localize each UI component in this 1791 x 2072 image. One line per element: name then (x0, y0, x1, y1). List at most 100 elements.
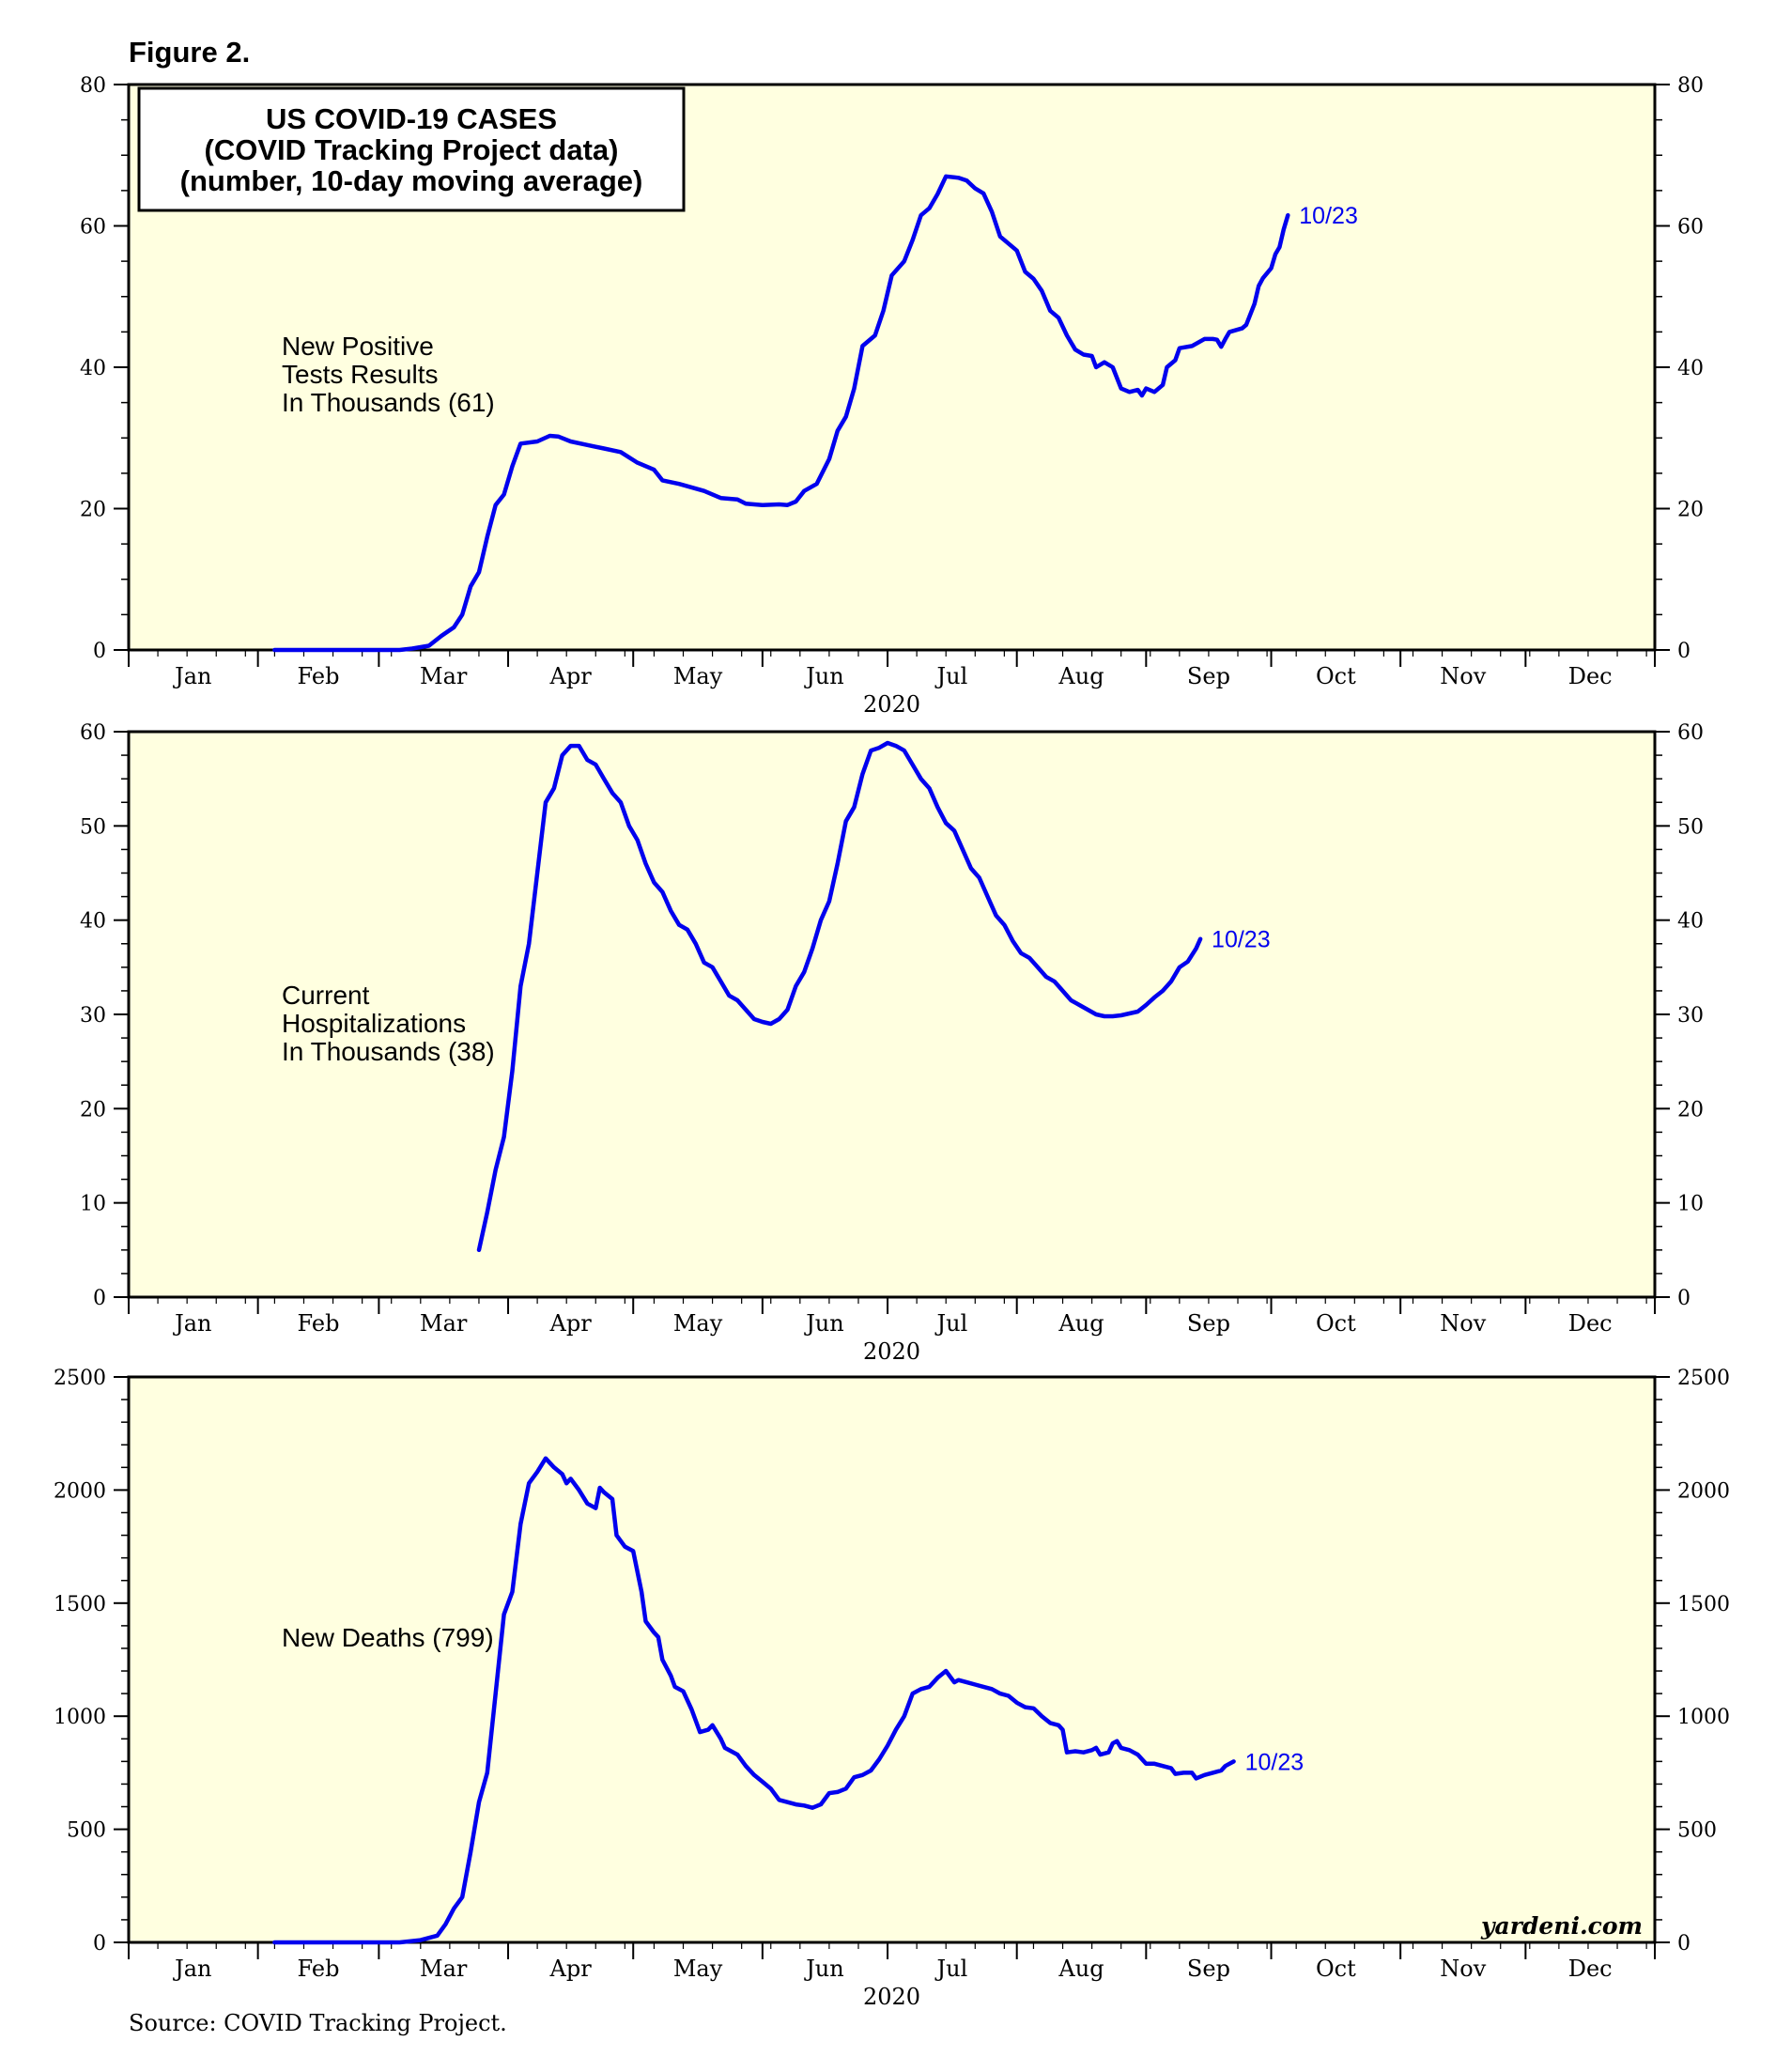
x-month-label: Sep (1187, 1956, 1230, 1982)
deaths-series-line (272, 1456, 1236, 1945)
cases-title: US COVID-19 CASES (266, 102, 557, 135)
y-tick-label-left: 0 (93, 1932, 106, 1956)
y-tick-label-right: 80 (1677, 74, 1704, 98)
x-month-label: Feb (298, 1310, 340, 1337)
y-tick-label-left: 50 (80, 815, 106, 839)
deaths-axes: 0 0 500 500 1000 1000 1500 1500 2000 2000 2500 2500… (54, 1367, 1730, 2010)
x-month-label: Jan (172, 1956, 211, 1982)
x-month-label: Oct (1316, 1310, 1356, 1337)
y-tick-label-left: 1000 (54, 1706, 106, 1729)
deaths-end-label: 10/23 (1245, 1749, 1305, 1775)
y-tick-label-left: 1500 (54, 1593, 106, 1616)
x-month-label: Jun (803, 1310, 844, 1337)
hospitalizations-plot-area (127, 730, 1657, 1299)
x-month-label: Jul (934, 1956, 967, 1982)
y-tick-label-left: 10 (80, 1193, 106, 1216)
y-tick-label-right: 0 (1677, 1287, 1691, 1310)
x-month-label: Feb (298, 1956, 340, 1982)
cases-subtitle-1: (COVID Tracking Project data) (205, 133, 619, 166)
x-month-label: Mar (420, 1310, 468, 1337)
figure-label: Figure 2. (129, 36, 250, 69)
deaths-chart: 0 0 500 500 1000 1000 1500 1500 2000 2000 2500 2500… (54, 1367, 1730, 2010)
hospitalizations-series-line (476, 740, 1203, 1253)
y-tick-label-right: 60 (1677, 721, 1704, 745)
x-month-label: Mar (420, 663, 468, 689)
y-tick-label-left: 20 (80, 499, 106, 522)
y-tick-label-right: 40 (1677, 357, 1704, 380)
x-month-label: Aug (1058, 663, 1104, 689)
x-month-label: May (673, 663, 723, 689)
y-tick-label-left: 20 (80, 1098, 106, 1121)
cases-series-line (272, 174, 1290, 653)
x-month-label: Jul (934, 663, 967, 689)
x-month-label: Oct (1316, 1956, 1356, 1982)
x-month-label: Aug (1058, 1956, 1104, 1982)
x-month-label: Nov (1440, 1310, 1486, 1337)
y-tick-label-right: 10 (1677, 1193, 1704, 1216)
y-tick-label-left: 40 (80, 357, 106, 380)
y-tick-label-right: 60 (1677, 216, 1704, 240)
y-tick-label-right: 500 (1677, 1819, 1717, 1843)
x-month-label: Jan (172, 663, 211, 689)
y-tick-label-right: 30 (1677, 1004, 1704, 1028)
y-tick-label-right: 2500 (1677, 1367, 1730, 1390)
x-axis-year-label: 2020 (863, 1984, 920, 2010)
cases-end-label: 10/23 (1299, 203, 1358, 229)
y-tick-label-left: 2000 (54, 1479, 106, 1503)
source-note: Source: COVID Tracking Project. (129, 2010, 507, 2036)
x-month-label: Apr (549, 663, 593, 689)
x-month-label: Apr (549, 1310, 593, 1337)
y-tick-label-right: 40 (1677, 910, 1704, 934)
x-month-label: Jan (172, 1310, 211, 1337)
deaths-plot-area (127, 1375, 1657, 1944)
y-tick-label-left: 0 (93, 1287, 106, 1310)
y-tick-label-left: 60 (80, 216, 106, 240)
y-tick-label-right: 1000 (1677, 1706, 1730, 1729)
x-month-label: Jun (803, 1956, 844, 1982)
x-month-label: Oct (1316, 663, 1356, 689)
x-month-label: Dec (1568, 1310, 1613, 1337)
yardeni-watermark: yardeni.com (1480, 1912, 1643, 1940)
y-tick-label-right: 0 (1677, 640, 1691, 663)
y-tick-label-left: 0 (93, 640, 106, 663)
y-tick-label-right: 20 (1677, 499, 1704, 522)
y-tick-label-right: 20 (1677, 1098, 1704, 1121)
hospitalizations-series-label-line-2: Hospitalizations (282, 1009, 466, 1038)
y-tick-label-right: 1500 (1677, 1593, 1730, 1616)
x-axis-year-label: 2020 (863, 691, 920, 718)
y-tick-label-right: 50 (1677, 815, 1704, 839)
y-tick-label-left: 60 (80, 721, 106, 745)
hospitalizations-series-label-line-1: Current (282, 981, 370, 1010)
x-month-label: Aug (1058, 1310, 1104, 1337)
x-axis-year-label: 2020 (863, 1338, 920, 1365)
y-tick-label-left: 80 (80, 74, 106, 98)
x-month-label: Nov (1440, 663, 1486, 689)
x-month-label: Jun (803, 663, 844, 689)
cases-title-box (137, 86, 686, 212)
hospitalizations-end-label: 10/23 (1212, 927, 1271, 953)
x-month-label: Dec (1568, 663, 1613, 689)
cases-series-label-line-2: Tests Results (282, 360, 439, 389)
y-tick-label-left: 500 (67, 1819, 106, 1843)
y-tick-label-right: 2000 (1677, 1479, 1730, 1503)
y-tick-label-right: 0 (1677, 1932, 1691, 1956)
x-month-label: May (673, 1310, 723, 1337)
x-month-label: Sep (1187, 663, 1230, 689)
x-month-label: Apr (549, 1956, 593, 1982)
x-month-label: Jul (934, 1310, 967, 1337)
hospitalizations-series-label-line-3: In Thousands (38) (282, 1037, 495, 1066)
y-tick-label-left: 2500 (54, 1367, 106, 1390)
x-month-label: May (673, 1956, 723, 1982)
x-month-label: Nov (1440, 1956, 1486, 1982)
x-month-label: Feb (298, 663, 340, 689)
cases-subtitle-2: (number, 10-day moving average) (180, 164, 643, 197)
x-month-label: Dec (1568, 1956, 1613, 1982)
x-month-label: Sep (1187, 1310, 1230, 1337)
y-tick-label-left: 30 (80, 1004, 106, 1028)
deaths-series-label: New Deaths (799) (282, 1623, 494, 1652)
